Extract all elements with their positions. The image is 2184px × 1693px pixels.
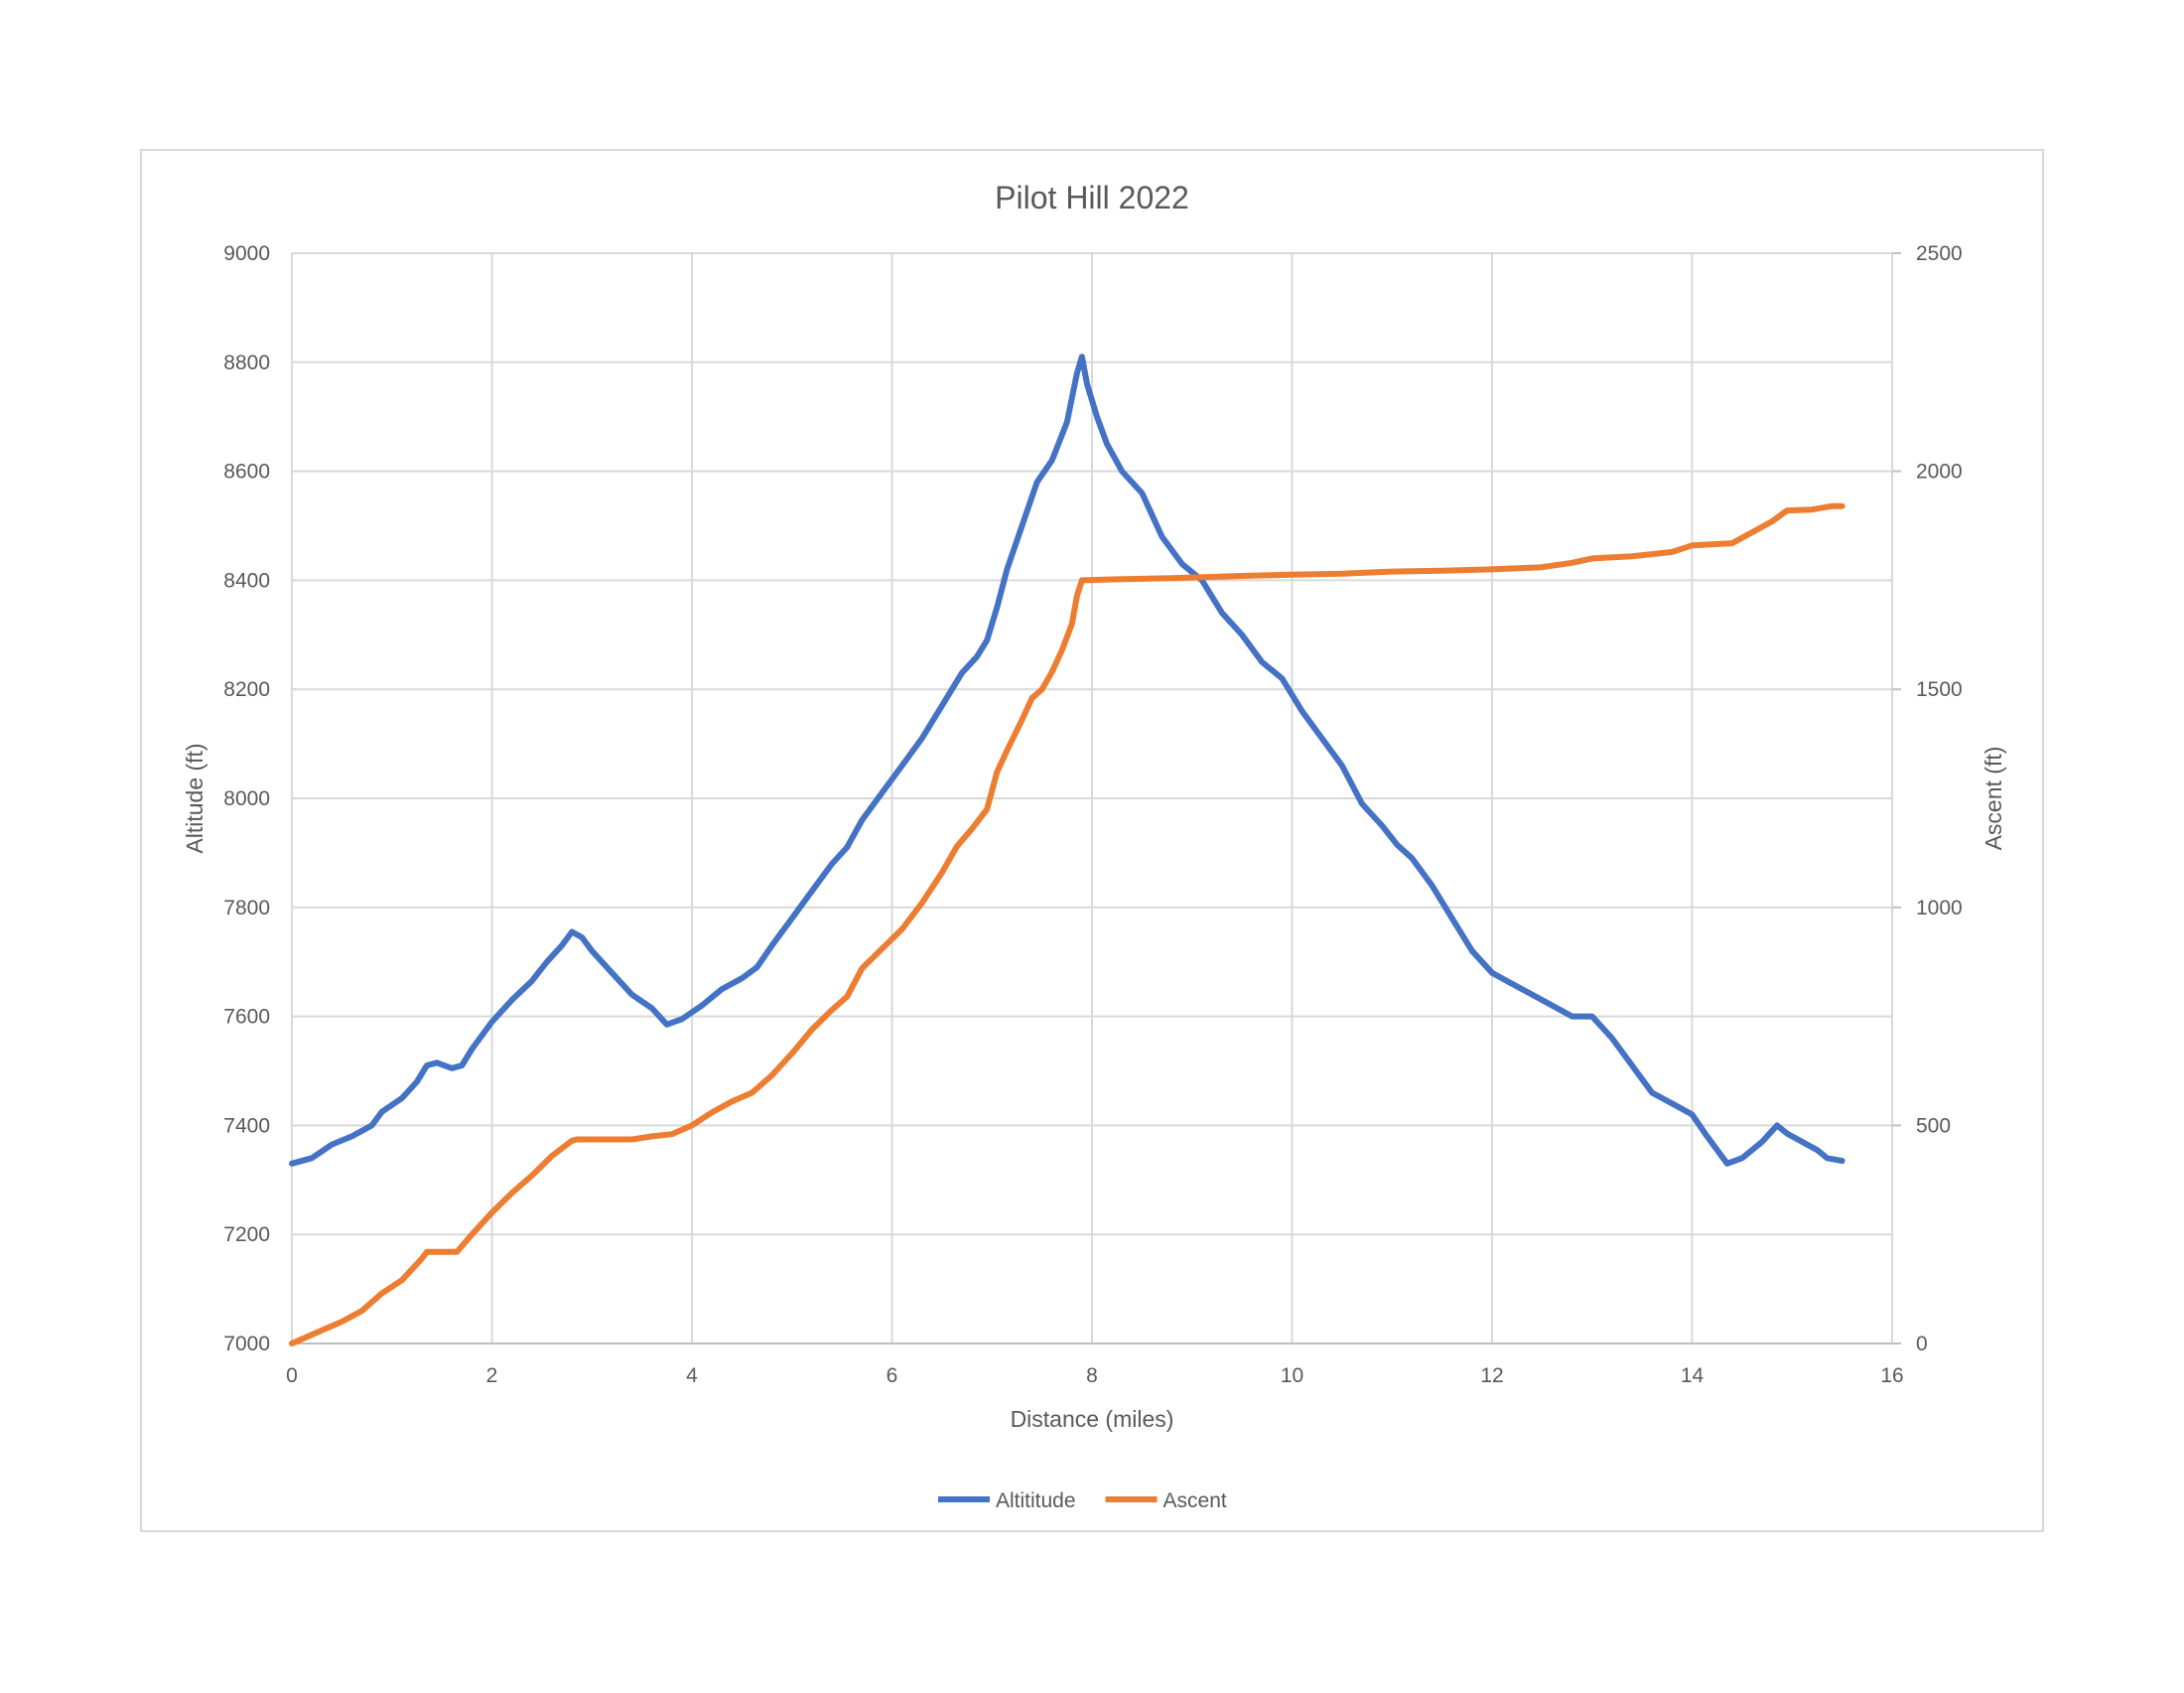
y2-tick-label: 1000 bbox=[1916, 897, 1963, 919]
x-tick-label: 16 bbox=[1880, 1364, 1903, 1387]
y-tick-label: 7000 bbox=[223, 1333, 270, 1355]
y-tick-label: 7600 bbox=[223, 1006, 270, 1029]
y2-tick-label: 2000 bbox=[1916, 461, 1963, 484]
series-line-altititude bbox=[289, 353, 1845, 1167]
gridlines bbox=[291, 252, 1901, 1344]
x-tick-label: 6 bbox=[887, 1364, 898, 1387]
y-tick-label: 9000 bbox=[223, 242, 270, 265]
x-tick-label: 4 bbox=[686, 1364, 698, 1387]
y2-tick-label: 0 bbox=[1916, 1333, 1928, 1355]
y-tick-label: 7400 bbox=[223, 1114, 270, 1137]
y-tick-label: 8800 bbox=[223, 352, 270, 374]
x-tick-label: 10 bbox=[1281, 1364, 1303, 1387]
x-tick-label: 8 bbox=[1086, 1364, 1098, 1387]
chart-title: Pilot Hill 2022 bbox=[995, 180, 1189, 215]
tick-labels: 7000720074007600780080008200840086008800… bbox=[223, 242, 1962, 1387]
series-lines bbox=[289, 353, 1845, 1346]
y-tick-label: 8600 bbox=[223, 461, 270, 484]
legend-label: Altititude bbox=[996, 1489, 1076, 1512]
x-tick-label: 12 bbox=[1480, 1364, 1503, 1387]
y2-axis-label: Ascent (ft) bbox=[1980, 747, 2006, 851]
y-tick-label: 8000 bbox=[223, 787, 270, 810]
x-axis-label: Distance (miles) bbox=[1011, 1406, 1174, 1432]
x-tick-label: 14 bbox=[1681, 1364, 1705, 1387]
y2-tick-label: 1500 bbox=[1916, 678, 1963, 701]
x-tick-label: 0 bbox=[286, 1364, 298, 1387]
legend-label: Ascent bbox=[1163, 1489, 1227, 1512]
y-tick-label: 8400 bbox=[223, 569, 270, 592]
y2-tick-label: 500 bbox=[1916, 1114, 1951, 1137]
y2-tick-label: 2500 bbox=[1916, 242, 1963, 265]
legend: Altititude Ascent bbox=[938, 1489, 1227, 1512]
y-tick-label: 7800 bbox=[223, 897, 270, 919]
y-tick-label: 8200 bbox=[223, 678, 270, 701]
x-tick-label: 2 bbox=[486, 1364, 498, 1387]
y-tick-label: 7200 bbox=[223, 1223, 270, 1246]
y-axis-label: Altitude (ft) bbox=[182, 743, 207, 853]
series-line-ascent bbox=[289, 502, 1845, 1346]
